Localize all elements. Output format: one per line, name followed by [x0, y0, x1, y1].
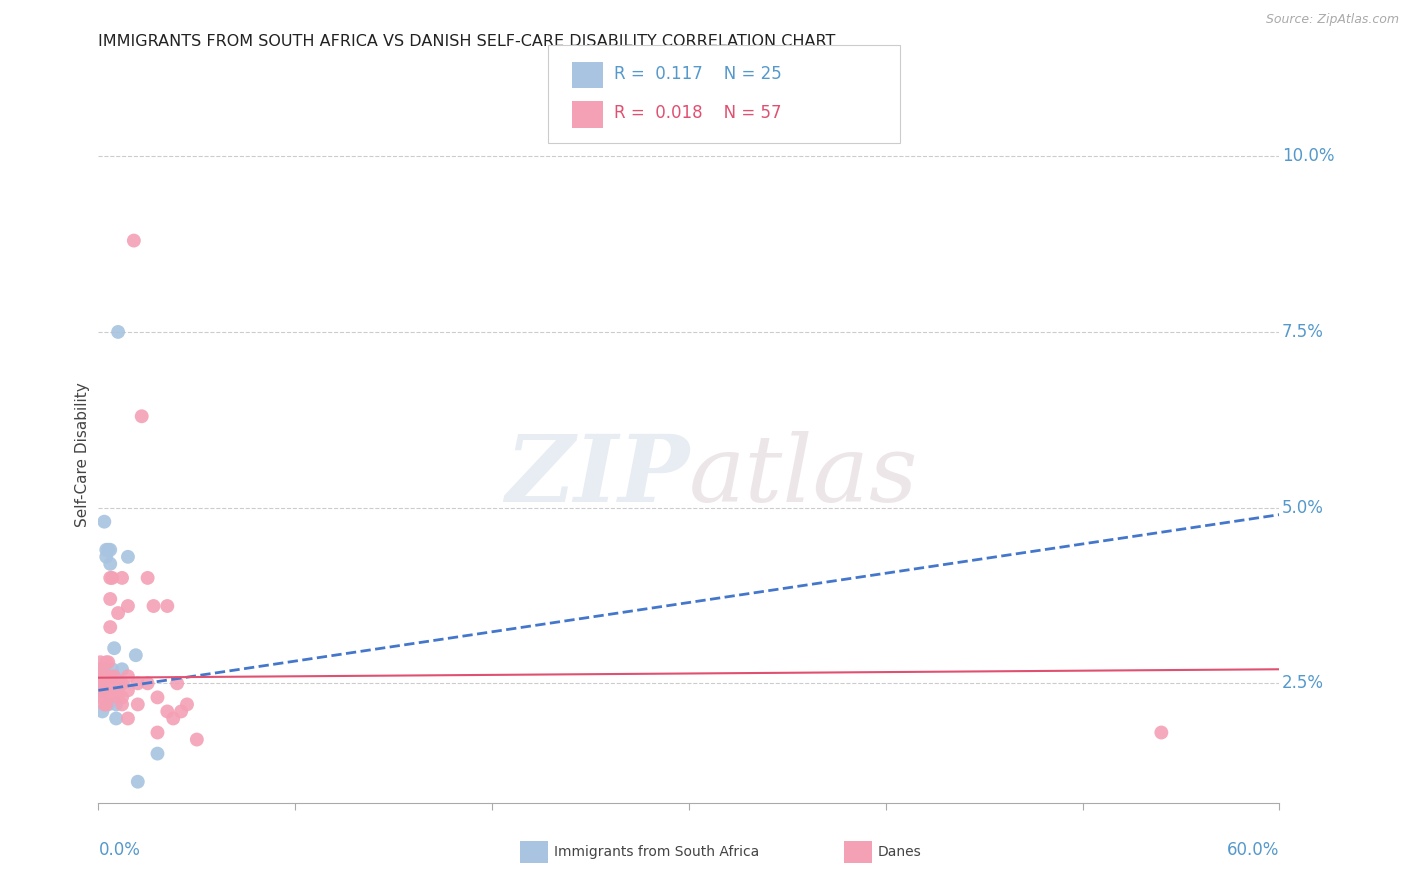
Point	[96, 683, 118, 698]
Point	[105, 711, 128, 725]
Point	[146, 747, 169, 761]
Point	[111, 571, 134, 585]
Point	[176, 698, 198, 712]
Point	[98, 557, 121, 571]
Point	[96, 698, 118, 712]
Point	[91, 683, 114, 698]
Point	[117, 599, 139, 613]
Point	[89, 669, 111, 683]
Point	[111, 698, 134, 712]
Point	[91, 690, 114, 705]
Point	[93, 690, 115, 705]
Point	[103, 676, 125, 690]
Point	[186, 732, 208, 747]
Point	[91, 676, 114, 690]
Point	[98, 620, 121, 634]
Point	[162, 711, 184, 725]
Text: ZIP: ZIP	[505, 431, 689, 521]
Point	[170, 705, 193, 719]
Text: Danes: Danes	[877, 845, 921, 859]
Point	[93, 515, 115, 529]
Y-axis label: Self-Care Disability: Self-Care Disability	[75, 383, 90, 527]
Point	[166, 676, 188, 690]
Text: 2.5%: 2.5%	[1282, 674, 1324, 692]
Point	[122, 234, 145, 248]
Point	[142, 599, 165, 613]
Point	[89, 655, 111, 669]
Point	[156, 705, 179, 719]
Point	[1150, 725, 1173, 739]
Text: 5.0%: 5.0%	[1282, 499, 1323, 516]
Point	[96, 655, 118, 669]
Point	[136, 571, 159, 585]
Text: 0.0%: 0.0%	[98, 841, 141, 859]
Point	[93, 676, 115, 690]
Point	[97, 676, 120, 690]
Text: Immigrants from South Africa: Immigrants from South Africa	[554, 845, 759, 859]
Point	[96, 542, 118, 557]
Point	[97, 655, 120, 669]
Point	[103, 683, 125, 698]
Point	[107, 690, 129, 705]
Point	[91, 662, 114, 676]
Point	[89, 676, 111, 690]
Point	[103, 669, 125, 683]
Point	[131, 409, 153, 424]
Point	[107, 606, 129, 620]
Point	[117, 683, 139, 698]
Text: 60.0%: 60.0%	[1227, 841, 1279, 859]
Point	[127, 698, 149, 712]
Point	[97, 698, 120, 712]
Text: atlas: atlas	[689, 431, 918, 521]
Point	[93, 669, 115, 683]
Point	[97, 669, 120, 683]
Text: 10.0%: 10.0%	[1282, 147, 1334, 165]
Point	[111, 676, 134, 690]
Point	[96, 549, 118, 564]
Point	[127, 676, 149, 690]
Point	[146, 690, 169, 705]
Point	[98, 592, 121, 607]
Point	[101, 676, 124, 690]
Point	[117, 549, 139, 564]
Text: R =  0.018    N = 57: R = 0.018 N = 57	[614, 104, 782, 122]
Point	[105, 698, 128, 712]
Point	[96, 676, 118, 690]
Point	[117, 669, 139, 683]
Point	[93, 669, 115, 683]
Point	[107, 683, 129, 698]
Text: IMMIGRANTS FROM SOUTH AFRICA VS DANISH SELF-CARE DISABILITY CORRELATION CHART: IMMIGRANTS FROM SOUTH AFRICA VS DANISH S…	[98, 34, 835, 49]
Point	[91, 705, 114, 719]
Point	[156, 599, 179, 613]
Point	[89, 669, 111, 683]
Point	[103, 641, 125, 656]
Point	[107, 325, 129, 339]
Point	[93, 662, 115, 676]
Point	[125, 648, 148, 663]
Text: Source: ZipAtlas.com: Source: ZipAtlas.com	[1265, 13, 1399, 27]
Point	[101, 669, 124, 683]
Text: R =  0.117    N = 25: R = 0.117 N = 25	[614, 65, 782, 83]
Point	[101, 662, 124, 676]
Point	[111, 662, 134, 676]
Point	[97, 542, 120, 557]
Point	[89, 662, 111, 676]
Point	[101, 571, 124, 585]
Point	[93, 698, 115, 712]
Point	[107, 676, 129, 690]
Point	[127, 774, 149, 789]
Point	[98, 571, 121, 585]
Point	[146, 725, 169, 739]
Point	[111, 690, 134, 705]
Point	[98, 542, 121, 557]
Text: 7.5%: 7.5%	[1282, 323, 1323, 341]
Point	[91, 669, 114, 683]
Point	[97, 690, 120, 705]
Point	[97, 669, 120, 683]
Point	[117, 711, 139, 725]
Point	[91, 683, 114, 698]
Point	[136, 676, 159, 690]
